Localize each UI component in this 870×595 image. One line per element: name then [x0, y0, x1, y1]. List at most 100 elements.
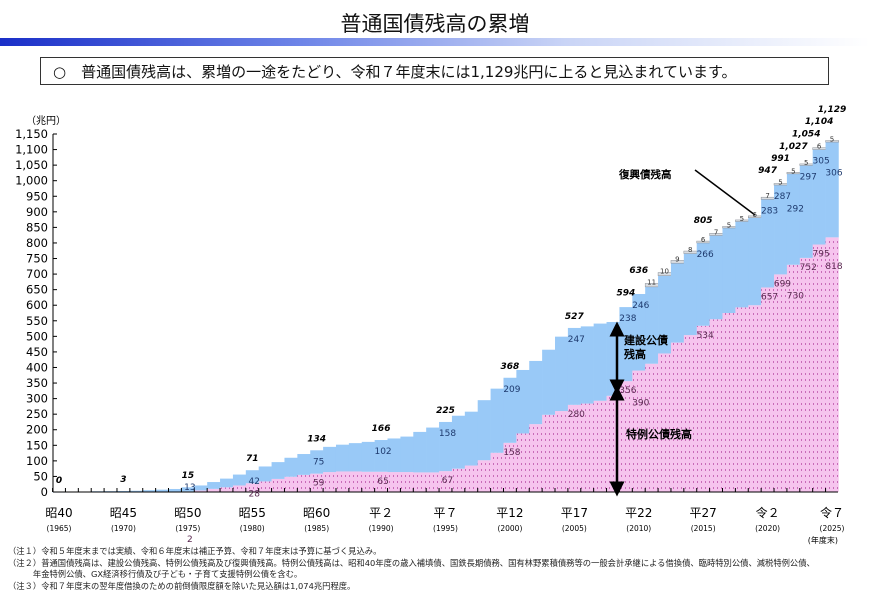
- x-tick-label: 平12: [496, 506, 523, 520]
- reconstruction-label: 5: [778, 178, 782, 186]
- construction-label: 42: [249, 477, 260, 487]
- y-tick-label: 500: [26, 329, 48, 343]
- page-title: 普通国債残高の累増: [340, 12, 530, 36]
- title-divider-band: [0, 38, 870, 46]
- bar-construction: [580, 326, 594, 404]
- reconstruction-label: 9: [675, 255, 679, 263]
- reconstruction-label: 5: [740, 215, 744, 223]
- bar-construction: [567, 327, 582, 405]
- construction-label: 102: [374, 447, 391, 457]
- bar-construction: [129, 490, 144, 492]
- total-label: 0: [56, 476, 62, 486]
- x-tick-sublabel: (1990): [369, 524, 394, 533]
- bar-special: [670, 342, 685, 492]
- x-tick-sublabel: (1975): [175, 524, 200, 533]
- bar-construction: [439, 421, 453, 472]
- y-tick-label: 650: [26, 283, 48, 297]
- y-tick-label: 600: [26, 298, 48, 312]
- bar-special: [683, 335, 698, 492]
- reconstruction-label: 5: [804, 159, 808, 167]
- bar-construction: [709, 235, 723, 320]
- bar-construction: [271, 462, 285, 479]
- special-label: 65: [377, 477, 388, 487]
- bar-construction: [555, 336, 569, 412]
- reconstruction-label: 7: [714, 228, 718, 236]
- x-tick-sublabel: (2000): [497, 524, 522, 533]
- bar-construction: [812, 149, 826, 245]
- total-label: 15: [182, 471, 195, 481]
- bar-special: [258, 481, 272, 492]
- special-label: 67: [442, 476, 453, 486]
- bar-reconstruction: [825, 140, 839, 143]
- total-label: 947: [758, 166, 778, 176]
- bar-special: [284, 476, 298, 492]
- y-tick-label: 700: [26, 267, 48, 281]
- bar-special: [335, 471, 350, 492]
- bar-construction: [670, 263, 685, 343]
- bar-special: [786, 264, 801, 492]
- bar-construction: [799, 165, 813, 258]
- note-2: （注２）普通国債残高は、建設公債残高、特例公債残高及び復興債残高。特例公債残高は…: [8, 557, 815, 568]
- bar-special: [761, 287, 775, 492]
- bar-construction: [658, 275, 672, 354]
- bar-special: [555, 411, 569, 492]
- footnotes: （注１）令和５年度末までは実績、令和６年度末は補正予算、令和７年度末は予算に基づ…: [8, 546, 815, 592]
- bar-construction: [168, 488, 182, 492]
- reconstruction-label: 5: [830, 136, 834, 144]
- construction-label: 75: [313, 457, 324, 467]
- note-3: （注３）令和７年度末の翌年度借換のための前倒債限度額を除いた見込額は1,074兆…: [8, 580, 356, 591]
- bar-construction: [413, 431, 427, 473]
- bar-special: [439, 471, 453, 492]
- bar-construction: [825, 142, 839, 238]
- bar-construction: [774, 185, 788, 275]
- reconstruction-label: 7: [765, 192, 769, 200]
- construction-label: 306: [825, 169, 842, 179]
- bar-special: [387, 472, 401, 492]
- y-tick-label: 50: [33, 469, 48, 483]
- y-tick-label: 300: [26, 392, 48, 406]
- bar-construction: [516, 369, 530, 434]
- bar-special: [722, 313, 736, 492]
- bar-special: [542, 414, 556, 492]
- total-label: 1,104: [805, 117, 833, 127]
- total-label: 636: [629, 266, 648, 276]
- total-label: 166: [372, 424, 391, 434]
- bar-construction: [529, 360, 543, 425]
- reconstruction-label: 6: [817, 143, 822, 151]
- bar-construction: [284, 457, 298, 477]
- bar-construction: [464, 411, 479, 466]
- construction-label: 246: [632, 301, 649, 311]
- bar-construction: [374, 440, 388, 472]
- total-label: 527: [565, 312, 585, 322]
- x-tick-label: 昭60: [303, 506, 330, 520]
- bar-special: [413, 472, 427, 492]
- bar-construction: [335, 444, 350, 472]
- reconstruction-label: 10: [660, 268, 669, 276]
- x-tick-sublabel: (2025): [820, 524, 845, 533]
- y-unit-label: （兆円）: [26, 115, 66, 127]
- bar-construction: [490, 388, 504, 453]
- bar-special: [297, 474, 311, 492]
- note-1: （注１）令和５年度末までは実績、令和６年度末は補正予算、令和７年度末は予算に基づ…: [8, 546, 382, 556]
- bar-construction: [348, 443, 363, 472]
- x-tick-label: 平17: [561, 506, 588, 520]
- construction-label: 305: [813, 157, 830, 167]
- x-tick-label: 昭40: [45, 506, 72, 520]
- total-label: 71: [246, 454, 259, 464]
- bar-construction: [503, 377, 517, 443]
- bar-construction: [220, 478, 234, 488]
- special-label: 534: [697, 331, 714, 341]
- bar-special: [374, 471, 388, 492]
- construction-label: 13: [184, 483, 195, 493]
- total-label: 225: [436, 406, 455, 416]
- total-label: 991: [771, 154, 790, 164]
- y-tick-label: 550: [26, 314, 48, 328]
- bar-construction: [207, 482, 221, 489]
- bar-construction: [245, 470, 259, 484]
- construction-label: 287: [774, 192, 791, 202]
- bar-special: [503, 442, 517, 492]
- bar-construction: [426, 427, 440, 473]
- bar-construction: [181, 487, 195, 492]
- bar-construction: [761, 199, 775, 288]
- construction-label: 266: [697, 250, 714, 260]
